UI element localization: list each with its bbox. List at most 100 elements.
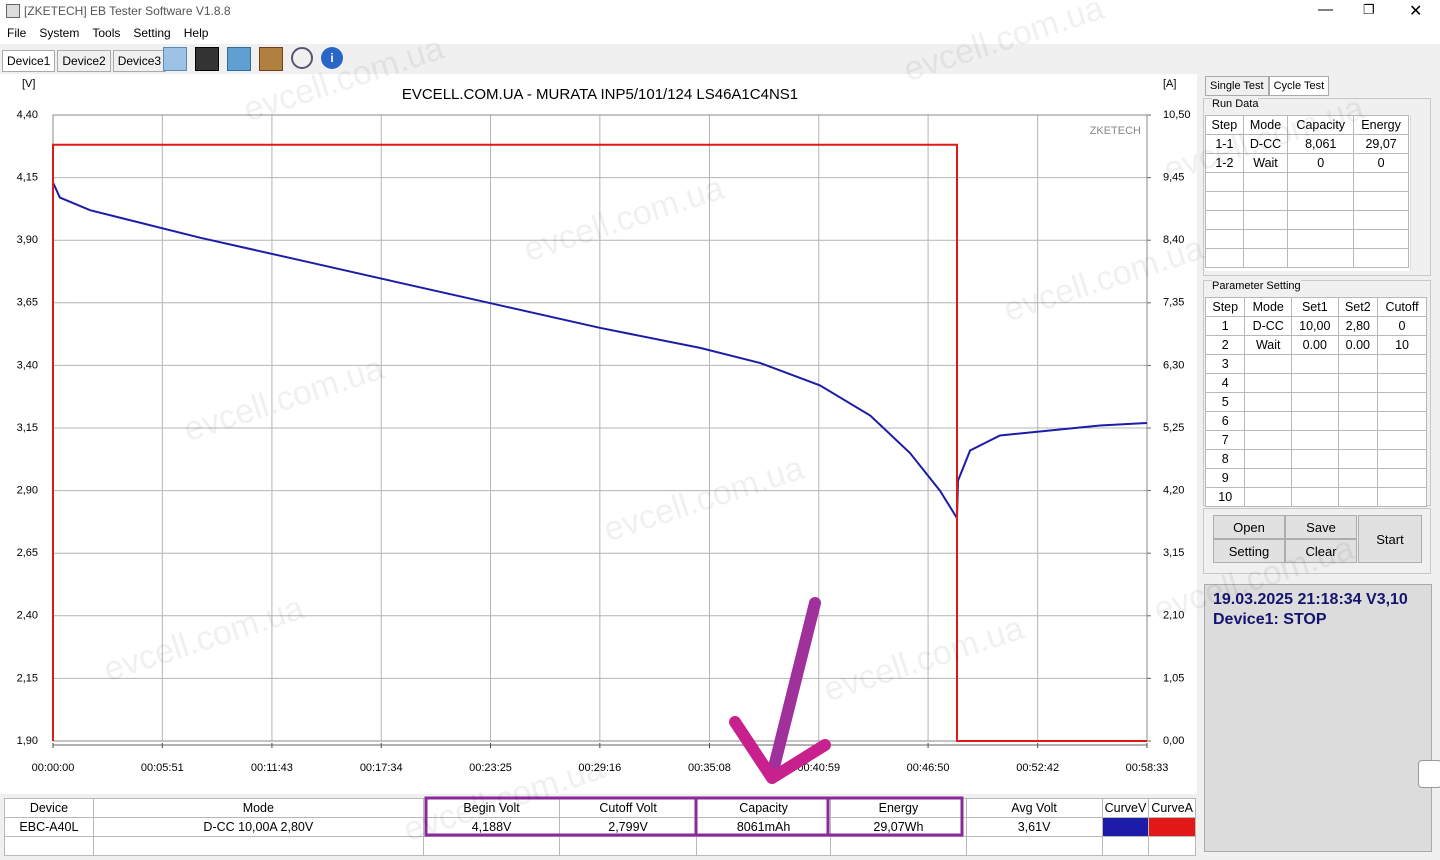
table-cell <box>695 836 832 856</box>
table-cell: 0 <box>1377 316 1427 336</box>
y2-tick-label: 8,40 <box>1163 234 1184 246</box>
menu-item[interactable]: Setting <box>133 26 171 40</box>
header-cell: Step <box>1204 297 1246 317</box>
search-icon[interactable] <box>291 47 313 69</box>
table-cell <box>1353 229 1409 249</box>
table-cell <box>559 836 697 856</box>
table-cell <box>422 836 561 856</box>
image-icon[interactable] <box>227 47 251 71</box>
table-cell: 29,07Wh <box>830 817 967 837</box>
menu-item[interactable]: Tools <box>92 26 121 40</box>
header-cell: Mode <box>92 798 424 818</box>
mode-tab[interactable]: Cycle Test <box>1268 76 1330 96</box>
y-tick-label: 3,65 <box>17 297 38 309</box>
close[interactable]: ✕ <box>1409 3 1423 20</box>
mode-tab[interactable]: Single Test <box>1205 76 1269 96</box>
series-line <box>52 143 1147 742</box>
table-cell <box>1244 430 1293 450</box>
x-tick-label: 00:17:34 <box>360 762 403 774</box>
table-cell: 10 <box>1377 335 1427 355</box>
scrollbar[interactable] <box>1410 115 1427 271</box>
start-button[interactable]: Start <box>1358 515 1422 563</box>
header-cell: CurveA <box>1148 798 1196 818</box>
table-cell <box>1244 354 1293 374</box>
table-cell <box>1337 430 1379 450</box>
table-cell <box>1337 411 1379 431</box>
toolbar: i <box>163 47 343 71</box>
table-row: 9 <box>1204 468 1427 488</box>
table-row <box>1205 210 1409 230</box>
device-tab[interactable]: Device2 <box>57 50 111 72</box>
tools-icon[interactable] <box>259 47 283 71</box>
side-widget[interactable] <box>1418 760 1440 788</box>
menu-item[interactable]: File <box>7 26 27 40</box>
table-cell: 5 <box>1204 392 1246 412</box>
chart: EVCELL.COM.UA - MURATA INP5/101/124 LS46… <box>0 74 1197 794</box>
y-tick-label: 4,40 <box>17 109 38 121</box>
table-cell <box>1205 229 1244 249</box>
table-cell: 8 <box>1204 449 1246 469</box>
menu-item[interactable]: System <box>39 26 80 40</box>
y-tick-label: 2,15 <box>17 672 38 684</box>
table-cell <box>1101 836 1150 856</box>
table-cell <box>1242 229 1289 249</box>
restore[interactable]: ❐ <box>1363 2 1375 17</box>
save-icon[interactable] <box>195 47 219 71</box>
x-tick-label: 00:11:43 <box>251 762 293 774</box>
table-row: 8 <box>1204 449 1427 469</box>
header-cell: Energy <box>1353 115 1409 135</box>
table-cell: 2 <box>1204 335 1246 355</box>
table-cell: 2,799V <box>559 817 697 837</box>
table-cell <box>1377 373 1427 393</box>
x-tick-label: 00:40:59 <box>797 762 840 774</box>
table-row: 5 <box>1204 392 1427 412</box>
summary-table: Device Mode Begin Volt Cutoff Volt Capacity E… <box>4 798 1196 856</box>
table-cell <box>1242 191 1289 211</box>
table-row <box>1205 191 1409 211</box>
table-cell <box>1337 354 1379 374</box>
table-row: 6 <box>1204 411 1427 431</box>
info-icon[interactable]: i <box>321 47 343 69</box>
header-cell: Capacity <box>695 798 832 818</box>
table-cell <box>1244 411 1293 431</box>
device-tab[interactable]: Device3 <box>112 50 167 72</box>
y-tick-label: 2,40 <box>17 610 38 622</box>
table-cell <box>1337 468 1379 488</box>
device-tab[interactable]: Device1 <box>2 50 56 72</box>
window-title: [ZKETECH] EB Tester Software V1.8.8 <box>24 4 231 18</box>
y-tick-label: 2,90 <box>17 485 38 497</box>
table-cell <box>1353 248 1409 268</box>
y2-tick-label: 0,00 <box>1163 735 1184 747</box>
table-cell <box>1353 172 1409 192</box>
x-tick-label: 00:05:51 <box>141 762 184 774</box>
minimize[interactable]: — <box>1318 1 1333 18</box>
parameter-table: Step Mode Set1 Set2 Cutoff 1 D-CC 10,00 2,80 0 2 Wa… <box>1204 297 1427 507</box>
table-cell: 3 <box>1204 354 1246 374</box>
table-cell <box>1244 373 1293 393</box>
save-button[interactable]: Save <box>1285 515 1357 539</box>
table-row: 4 <box>1204 373 1427 393</box>
button-group <box>1203 508 1431 574</box>
menu-item[interactable]: Help <box>183 26 209 40</box>
chart-title: EVCELL.COM.UA - MURATA INP5/101/124 LS46… <box>402 86 798 103</box>
header-cell: Mode <box>1244 297 1293 317</box>
table-cell <box>1291 373 1339 393</box>
run-data-group: Run Data Step Mode Capacity Energy 1-1 D-CC 8,… <box>1203 98 1431 276</box>
table-cell: 6 <box>1204 411 1246 431</box>
open-icon[interactable] <box>163 47 187 71</box>
series-line <box>52 182 1148 522</box>
table-cell: 4 <box>1204 373 1246 393</box>
table-cell <box>1291 468 1339 488</box>
clear-button[interactable]: Clear <box>1285 539 1357 563</box>
table-cell <box>1291 487 1339 507</box>
setting-button[interactable]: Setting <box>1213 539 1285 563</box>
table-cell <box>830 836 967 856</box>
table-cell: 7 <box>1204 430 1246 450</box>
x-tick-label: 00:23:25 <box>469 762 512 774</box>
table-cell: 0 <box>1287 153 1355 173</box>
x-tick-label: 00:46:50 <box>907 762 950 774</box>
open-button[interactable]: Open <box>1213 515 1285 539</box>
device-tabs: Device1 Device2 Device3 <box>2 50 167 72</box>
table-cell: 0.00 <box>1337 335 1379 355</box>
y2-tick-label: 6,30 <box>1163 359 1184 371</box>
